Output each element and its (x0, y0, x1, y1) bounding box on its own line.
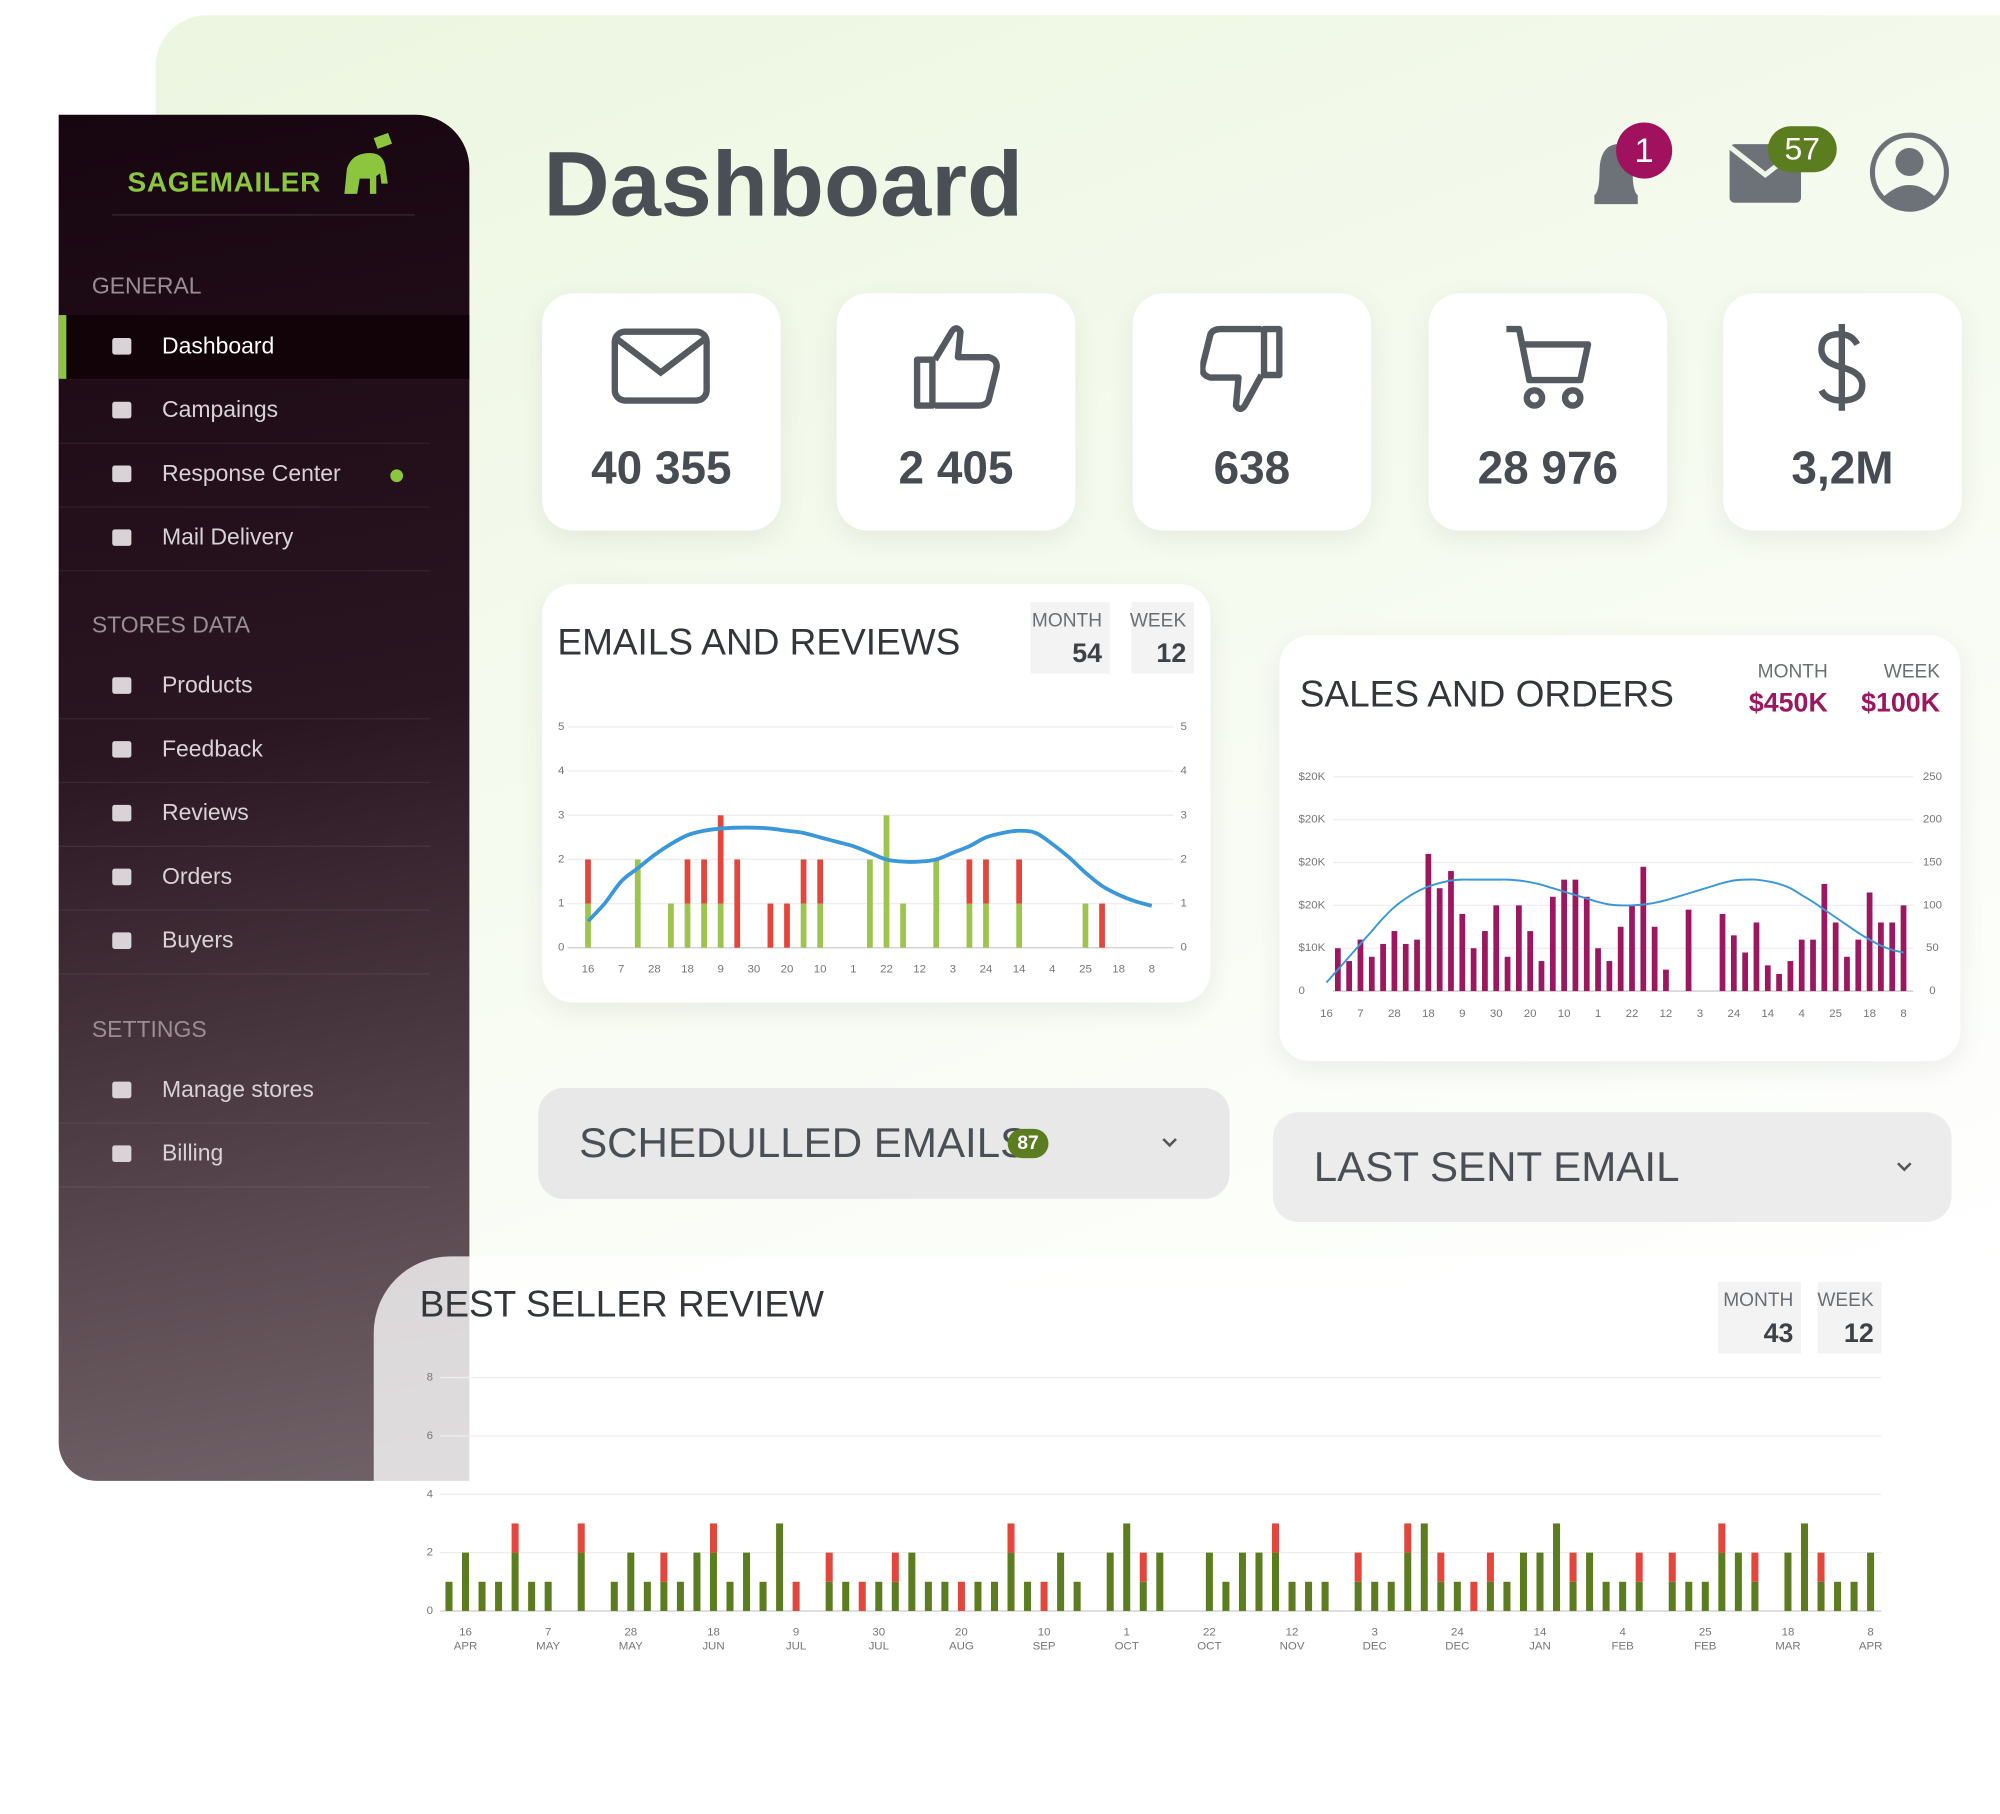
summary-value: 43 (1763, 1318, 1794, 1349)
collapsible-panel[interactable]: SCHEDULLED EMAILS 87 (538, 1088, 1230, 1199)
nav-label: Campaings (161, 396, 279, 423)
brand: SAGEMAILER (127, 165, 322, 198)
stat-value: 28 976 (1477, 441, 1619, 494)
nav-label: Manage stores (161, 1076, 314, 1103)
stat-card: 28 976 (1428, 293, 1668, 531)
chevron[interactable] (1895, 1161, 1913, 1174)
summary-value: 12 (1843, 1318, 1874, 1349)
panel-title: LAST SENT EMAIL (1313, 1142, 1680, 1191)
nav-label: Buyers (161, 927, 234, 953)
chart-card: BEST SELLER REVIEW MONTH 43 WEEK 12 (373, 1256, 2000, 1716)
count-badge: 87 (1007, 1128, 1049, 1159)
chevron[interactable] (1161, 1136, 1179, 1149)
summary-box: MONTH $450K (1700, 658, 1828, 729)
chart-title: SALES AND ORDERS (1299, 674, 1674, 716)
nav-label: Reviews (161, 799, 249, 826)
nav-label: Billing (161, 1140, 224, 1166)
status-dot (390, 469, 404, 483)
nav-item[interactable]: Feedback (58, 718, 430, 784)
stat-value: 2 405 (898, 441, 1014, 494)
nav-item[interactable]: Billing (58, 1122, 430, 1188)
summary-box: WEEK 12 (1129, 602, 1194, 674)
sidebar: SAGEMAILER GENERAL Dashboard Campaings R… (58, 114, 470, 1481)
nav-item[interactable]: Buyers (58, 909, 430, 975)
nav-label: Feedback (161, 735, 263, 762)
cart-icon (1506, 325, 1592, 409)
stat-card: 40 355 (542, 293, 781, 531)
nav-item[interactable]: Manage stores (58, 1059, 430, 1124)
stat-card: 3,2M (1723, 293, 1962, 531)
summary-value: $100K (1861, 688, 1941, 719)
stat-card: 2 405 (836, 293, 1076, 531)
like-icon (913, 325, 1000, 409)
mail-icon (611, 328, 710, 404)
avatar[interactable] (1869, 132, 1949, 212)
chart-title: BEST SELLER REVIEW (419, 1284, 824, 1326)
dollar-icon (1818, 323, 1866, 411)
summary-label: WEEK (1129, 609, 1187, 632)
section-heading: GENERAL (91, 272, 202, 299)
summary-label: MONTH (1723, 1289, 1794, 1312)
summary-box: MONTH 43 (1718, 1281, 1802, 1354)
chart-card: SALES AND ORDERS MONTH $450K WEEK $100K (1279, 635, 1961, 1062)
stat-card: 638 (1132, 293, 1372, 531)
stat-value: 40 355 (591, 441, 732, 494)
nav-item[interactable]: Orders (58, 846, 430, 911)
nav-item[interactable]: Response Center (58, 443, 430, 508)
stat-value: 638 (1213, 441, 1291, 494)
summary-box: WEEK $100K (1812, 658, 1940, 729)
nav-item[interactable]: Dashboard (58, 315, 470, 381)
nav-item[interactable]: Campaings (58, 379, 430, 444)
message-badge: 57 (1767, 126, 1837, 173)
summary-label: MONTH (1031, 609, 1103, 632)
nav-label: Products (161, 672, 253, 698)
summary-value: $450K (1748, 688, 1828, 719)
summary-label: MONTH (1757, 660, 1828, 683)
summary-value: 12 (1156, 639, 1187, 669)
nav-item[interactable]: Mail Delivery (58, 506, 430, 572)
summary-box: WEEK 12 (1817, 1281, 1882, 1354)
summary-box: MONTH 54 (1030, 602, 1110, 674)
collapsible-panel[interactable]: LAST SENT EMAIL (1272, 1112, 1952, 1222)
stat-value: 3,2M (1791, 441, 1894, 494)
nav-item[interactable]: Reviews (58, 782, 430, 847)
chart-card: EMAILS AND REVIEWS MONTH 54 WEEK 12 (542, 584, 1211, 1003)
section-heading: STORES DATA (91, 612, 251, 638)
nav-label: Dashboard (161, 332, 275, 359)
nav-label: Mail Delivery (161, 524, 294, 550)
section-heading: SETTINGS (91, 1016, 207, 1043)
notification-badge: 1 (1616, 122, 1673, 179)
summary-label: WEEK (1883, 660, 1941, 683)
brand-logo (344, 132, 393, 194)
divider (112, 214, 415, 216)
nav-label: Orders (161, 863, 233, 890)
panel-title: SCHEDULLED EMAILS (579, 1118, 1029, 1166)
page-title: Dashboard (543, 133, 1024, 236)
summary-label: WEEK (1817, 1289, 1874, 1312)
dislike-icon (1200, 325, 1283, 413)
nav-label: Response Center (161, 460, 341, 486)
nav-item[interactable]: Products (58, 654, 430, 720)
summary-value: 54 (1072, 639, 1103, 669)
chart-title: EMAILS AND REVIEWS (557, 622, 961, 664)
